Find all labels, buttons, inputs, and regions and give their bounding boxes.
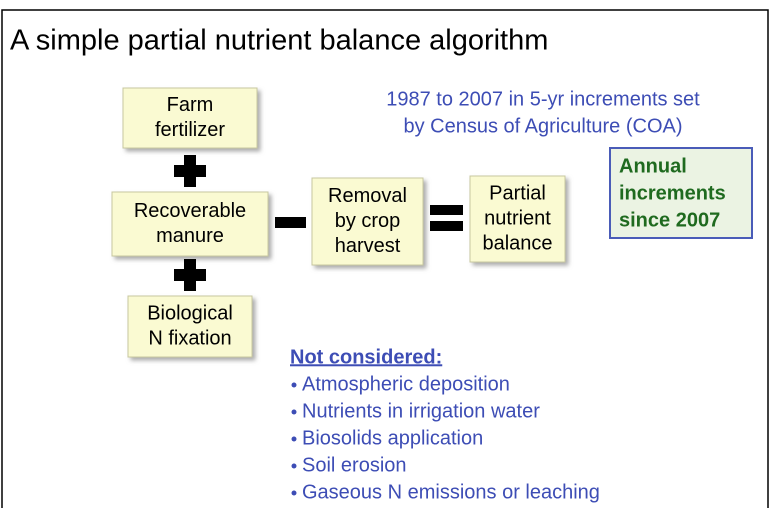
node-label: N fixation (148, 327, 231, 349)
callout-box (609, 147, 753, 239)
slide-frame (1, 9, 769, 508)
node-box (127, 295, 253, 358)
plus-sign (184, 155, 196, 187)
bullet (291, 463, 297, 469)
list-item: Soil erosion (302, 454, 407, 476)
node-label: Partial (489, 182, 546, 204)
bullet (291, 490, 297, 496)
node-label: Biological (147, 302, 233, 324)
slide-title: A simple partial nutrient balance algori… (10, 25, 548, 57)
list-item: Atmospheric deposition (302, 373, 510, 395)
equals-sign (430, 221, 463, 231)
node-label: Farm (167, 94, 214, 116)
minus-sign (275, 217, 306, 228)
list-heading: Not considered: (290, 346, 442, 368)
node-label: balance (482, 232, 552, 254)
callout-text: since 2007 (619, 209, 720, 231)
node-label: fertilizer (155, 119, 225, 141)
list-item: Nutrients in irrigation water (302, 400, 540, 422)
node-label: manure (156, 225, 224, 247)
node-label: by crop (335, 210, 401, 232)
callout-text: increments (619, 182, 726, 204)
node-label: Removal (328, 185, 407, 207)
bullet (291, 382, 297, 388)
list-item: Biosolids application (302, 427, 483, 449)
callout-text: Annual (619, 155, 687, 177)
bullet (291, 409, 297, 415)
equals-sign (430, 205, 463, 215)
node-label: nutrient (484, 207, 551, 229)
plus-sign (184, 259, 196, 291)
node-box (311, 177, 424, 266)
bullet (291, 436, 297, 442)
node-box (469, 175, 566, 263)
list-item: Gaseous N emissions or leaching (302, 481, 600, 503)
node-label: harvest (335, 235, 401, 257)
node-box (111, 191, 269, 257)
note-text: 1987 to 2007 in 5-yr increments set (386, 88, 700, 110)
operators (174, 155, 463, 291)
note-text: by Census of Agriculture (COA) (404, 115, 683, 137)
node-label: Recoverable (134, 200, 246, 222)
node-box (122, 87, 258, 149)
